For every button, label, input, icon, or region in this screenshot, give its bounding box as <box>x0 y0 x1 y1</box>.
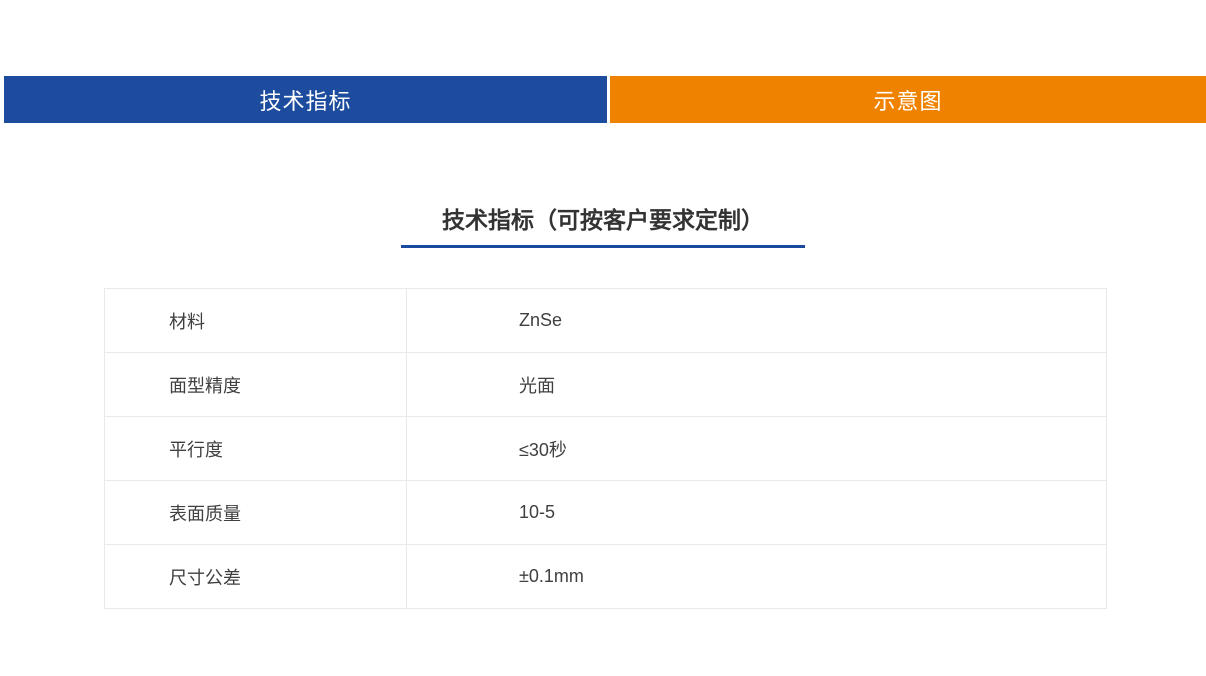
spec-value: 光面 <box>406 352 1107 417</box>
spec-label: 材料 <box>104 288 407 353</box>
spec-value: ±0.1mm <box>406 544 1107 609</box>
spec-label: 面型精度 <box>104 352 407 417</box>
spec-table-row: 尺寸公差 ±0.1mm <box>104 544 1107 609</box>
tab-tech-specs[interactable]: 技术指标 <box>4 76 607 123</box>
spec-label: 尺寸公差 <box>104 544 407 609</box>
section-header: 技术指标（可按客户要求定制） <box>401 205 805 248</box>
spec-value: 10-5 <box>406 480 1107 545</box>
section-title: 技术指标（可按客户要求定制） <box>442 207 764 233</box>
spec-value: ≤30秒 <box>406 416 1107 481</box>
spec-table-row: 面型精度 光面 <box>104 352 1107 417</box>
spec-table-body: 材料 ZnSe 面型精度 光面 平行度 ≤30秒 表面质量 10-5 尺寸公差 … <box>104 288 1107 609</box>
spec-label: 平行度 <box>104 416 407 481</box>
spec-label: 表面质量 <box>104 480 407 545</box>
spec-table-row: 材料 ZnSe <box>104 288 1107 353</box>
title-underline <box>401 245 805 248</box>
tab-bar: 技术指标 示意图 <box>0 76 1206 123</box>
spec-table-row: 平行度 ≤30秒 <box>104 416 1107 481</box>
tab-diagram[interactable]: 示意图 <box>610 76 1206 123</box>
spec-table-row: 表面质量 10-5 <box>104 480 1107 545</box>
tab-diagram-label: 示意图 <box>873 88 943 114</box>
tab-tech-specs-label: 技术指标 <box>259 88 352 114</box>
spec-value: ZnSe <box>406 288 1107 353</box>
spec-table: 材料 ZnSe 面型精度 光面 平行度 ≤30秒 表面质量 10-5 尺寸公差 … <box>104 288 1107 609</box>
